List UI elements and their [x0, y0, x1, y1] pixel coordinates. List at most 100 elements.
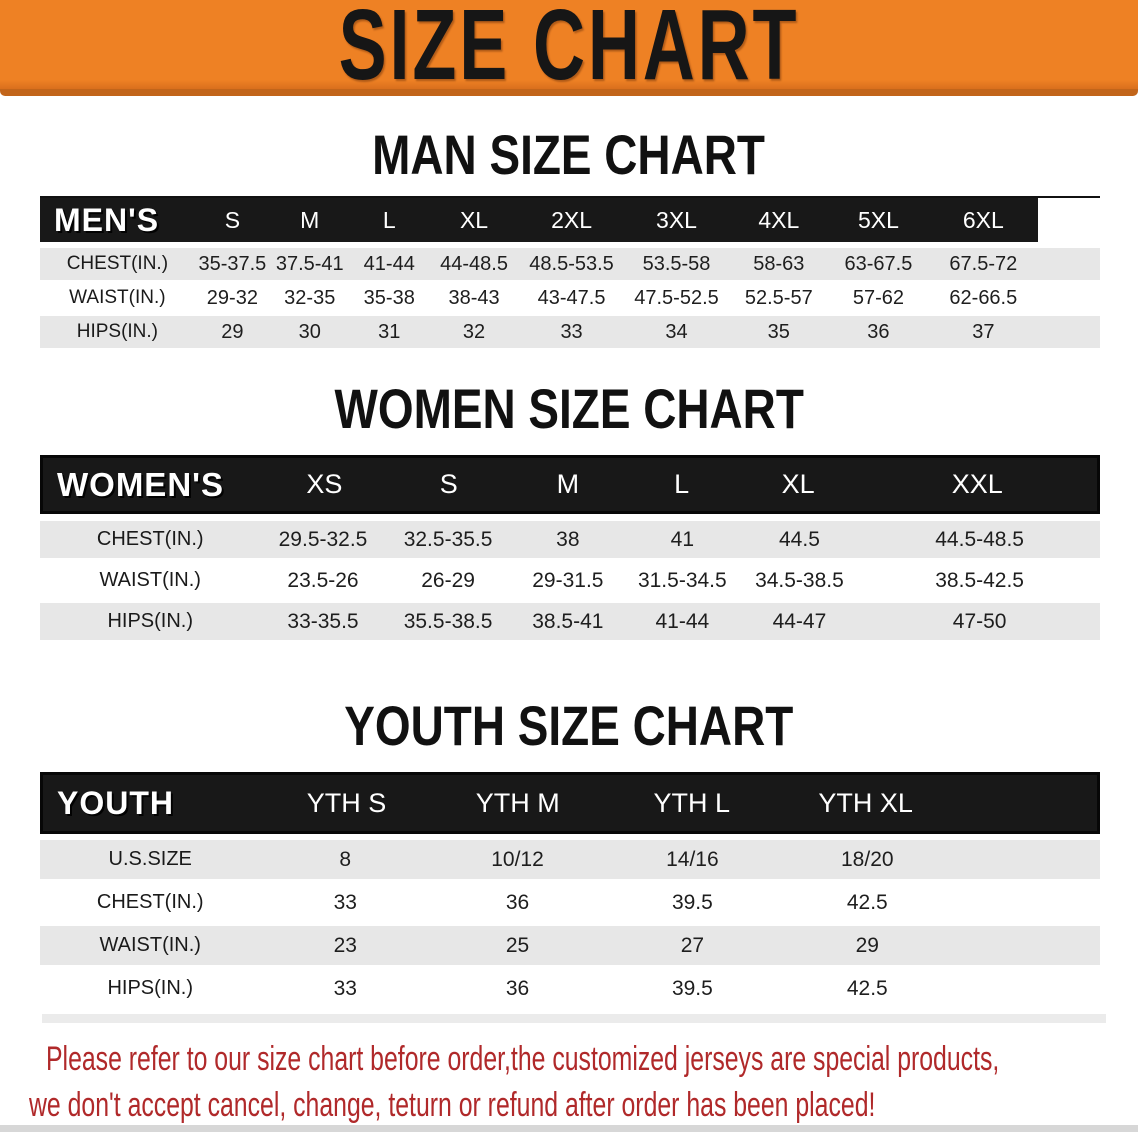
- column-header: YTH M: [430, 775, 605, 831]
- size-value-cell: 18/20: [841, 847, 894, 871]
- table-row: HIPS(IN.) 33-35.5 35.5-38.5 38.5-41 41-44 44-…: [40, 603, 1100, 640]
- size-value-cell: 23.5-26: [287, 568, 359, 592]
- size-value-cell: 33-35.5: [287, 609, 359, 633]
- row-label: CHEST(IN.): [96, 891, 204, 913]
- row-spacer: [955, 969, 1100, 1008]
- size-value-cell: 53.5-58: [642, 252, 711, 275]
- size-value-cell: 35.5-38.5: [403, 609, 493, 633]
- table-header-row: WOMEN'S XS S M L XL XXL: [40, 455, 1100, 514]
- size-value-cell: 44-47: [772, 609, 827, 633]
- table-row: WAIST(IN.) 29-32 32-35 35-38 38-43 43-47.5 47.…: [40, 282, 1100, 314]
- table-brand-label: MEN'S: [40, 198, 195, 242]
- women-size-table: WOMEN'S XS S M L XL XXL CHEST(IN.) 29.5-32.5 32.5…: [40, 455, 1100, 640]
- column-header: XL: [429, 198, 520, 242]
- size-value-cell: 41-44: [363, 252, 415, 275]
- table-row: WAIST(IN.) 23 25 27 29: [40, 926, 1100, 965]
- size-value-cell: 31: [378, 320, 401, 343]
- size-value-cell: 27: [680, 933, 705, 957]
- size-value-cell: 44-48.5: [440, 252, 508, 275]
- size-value-cell: 47-50: [952, 609, 1007, 633]
- size-value-cell: 29-32: [206, 286, 258, 309]
- size-value-cell: 36: [505, 976, 530, 1000]
- table-header-row: YOUTH YTH S YTH M YTH L YTH XL: [40, 772, 1100, 834]
- size-value-cell: 29.5-32.5: [278, 527, 368, 551]
- size-value-cell: 38-43: [448, 286, 500, 309]
- row-label: CHEST(IN.): [96, 528, 204, 550]
- column-header: XL: [738, 458, 858, 511]
- column-header: XS: [262, 458, 387, 511]
- row-spacer: [955, 840, 1100, 879]
- size-value-cell: 38.5-42.5: [935, 568, 1024, 592]
- size-chart-banner: SIZE CHART: [0, 0, 1138, 96]
- size-value-cell: 37: [972, 320, 995, 343]
- size-value-cell: 41-44: [655, 609, 710, 633]
- row-label: HIPS(IN.): [107, 610, 194, 632]
- size-value-cell: 58-63: [753, 252, 805, 275]
- size-value-cell: 63-67.5: [844, 252, 913, 275]
- youth-size-chart-heading: YOUTH SIZE CHART: [0, 693, 1138, 758]
- column-header: 6XL: [928, 198, 1039, 242]
- table-row: U.S.SIZE 8 10/12 14/16 18/20: [40, 840, 1100, 879]
- size-value-cell: 62-66.5: [949, 286, 1018, 309]
- column-header: 3XL: [624, 198, 729, 242]
- column-header: YTH S: [262, 775, 431, 831]
- row-label: HIPS(IN.): [76, 321, 159, 342]
- size-value-cell: 32-35: [284, 286, 336, 309]
- table-row: HIPS(IN.) 33 36 39.5 42.5: [40, 969, 1100, 1008]
- row-spacer: [1038, 248, 1099, 280]
- size-value-cell: 34.5-38.5: [755, 568, 844, 592]
- man-size-chart-heading: MAN SIZE CHART: [0, 122, 1138, 187]
- size-value-cell: 37.5-41: [275, 252, 344, 275]
- table-header-row: MEN'S S M L XL 2XL 3XL 4XL 5XL 6XL: [40, 196, 1100, 242]
- size-value-cell: 14/16: [666, 847, 719, 871]
- page-bottom-strip: [0, 1125, 1138, 1132]
- size-value-cell: 48.5-53.5: [529, 252, 614, 275]
- disclaimer-line-2: we don't accept cancel, change, teturn o…: [29, 1086, 876, 1124]
- column-header: S: [194, 198, 270, 242]
- row-label: WAIST(IN.): [99, 934, 201, 956]
- size-value-cell: 32: [462, 320, 486, 343]
- column-header: 4XL: [728, 198, 829, 242]
- row-label: U.S.SIZE: [108, 848, 192, 870]
- size-value-cell: 36: [867, 320, 890, 343]
- size-value-cell: 43-47.5: [537, 286, 606, 309]
- size-value-cell: 33: [560, 320, 583, 343]
- column-header: YTH L: [604, 775, 779, 831]
- size-value-cell: 34: [665, 320, 688, 343]
- size-value-cell: 47.5-52.5: [634, 286, 719, 309]
- size-value-cell: 41: [670, 527, 694, 551]
- row-label: HIPS(IN.): [107, 977, 194, 999]
- row-label: WAIST(IN.): [99, 569, 201, 591]
- table-brand-label: WOMEN'S: [43, 458, 263, 511]
- size-value-cell: 29-31.5: [532, 568, 604, 592]
- header-spacer: [952, 775, 1097, 831]
- banner-title: SIZE CHART: [338, 0, 800, 101]
- man-size-table: MEN'S S M L XL 2XL 3XL 4XL 5XL 6XL CHEST(IN.) 35-37…: [40, 196, 1100, 348]
- row-label: CHEST(IN.): [66, 253, 169, 274]
- column-header: 2XL: [519, 198, 625, 242]
- size-value-cell: 38.5-41: [532, 609, 604, 633]
- size-value-cell: 29: [221, 320, 244, 343]
- size-value-cell: 39.5: [671, 976, 713, 1000]
- table-brand-label: YOUTH: [43, 775, 263, 831]
- size-value-cell: 8: [339, 847, 352, 871]
- size-value-cell: 35-38: [363, 286, 415, 309]
- table-row: CHEST(IN.) 33 36 39.5 42.5: [40, 883, 1100, 922]
- size-value-cell: 42.5: [846, 976, 888, 1000]
- disclaimer-line-1: Please refer to our size chart before or…: [46, 1040, 1000, 1078]
- column-header: L: [349, 198, 429, 242]
- size-value-cell: 30: [298, 320, 321, 343]
- size-value-cell: 35: [767, 320, 790, 343]
- size-value-cell: 35-37.5: [198, 252, 267, 275]
- size-value-cell: 39.5: [671, 890, 713, 914]
- table-row: CHEST(IN.) 29.5-32.5 32.5-35.5 38 41 44.5 44.5…: [40, 521, 1100, 558]
- column-header: M: [510, 458, 625, 511]
- size-value-cell: 44.5-48.5: [935, 527, 1024, 551]
- row-label: WAIST(IN.): [69, 287, 166, 308]
- column-header: YTH XL: [778, 775, 953, 831]
- size-value-cell: 52.5-57: [744, 286, 813, 309]
- size-value-cell: 10/12: [491, 847, 544, 871]
- row-spacer: [955, 926, 1100, 965]
- header-spacer: [1038, 198, 1100, 242]
